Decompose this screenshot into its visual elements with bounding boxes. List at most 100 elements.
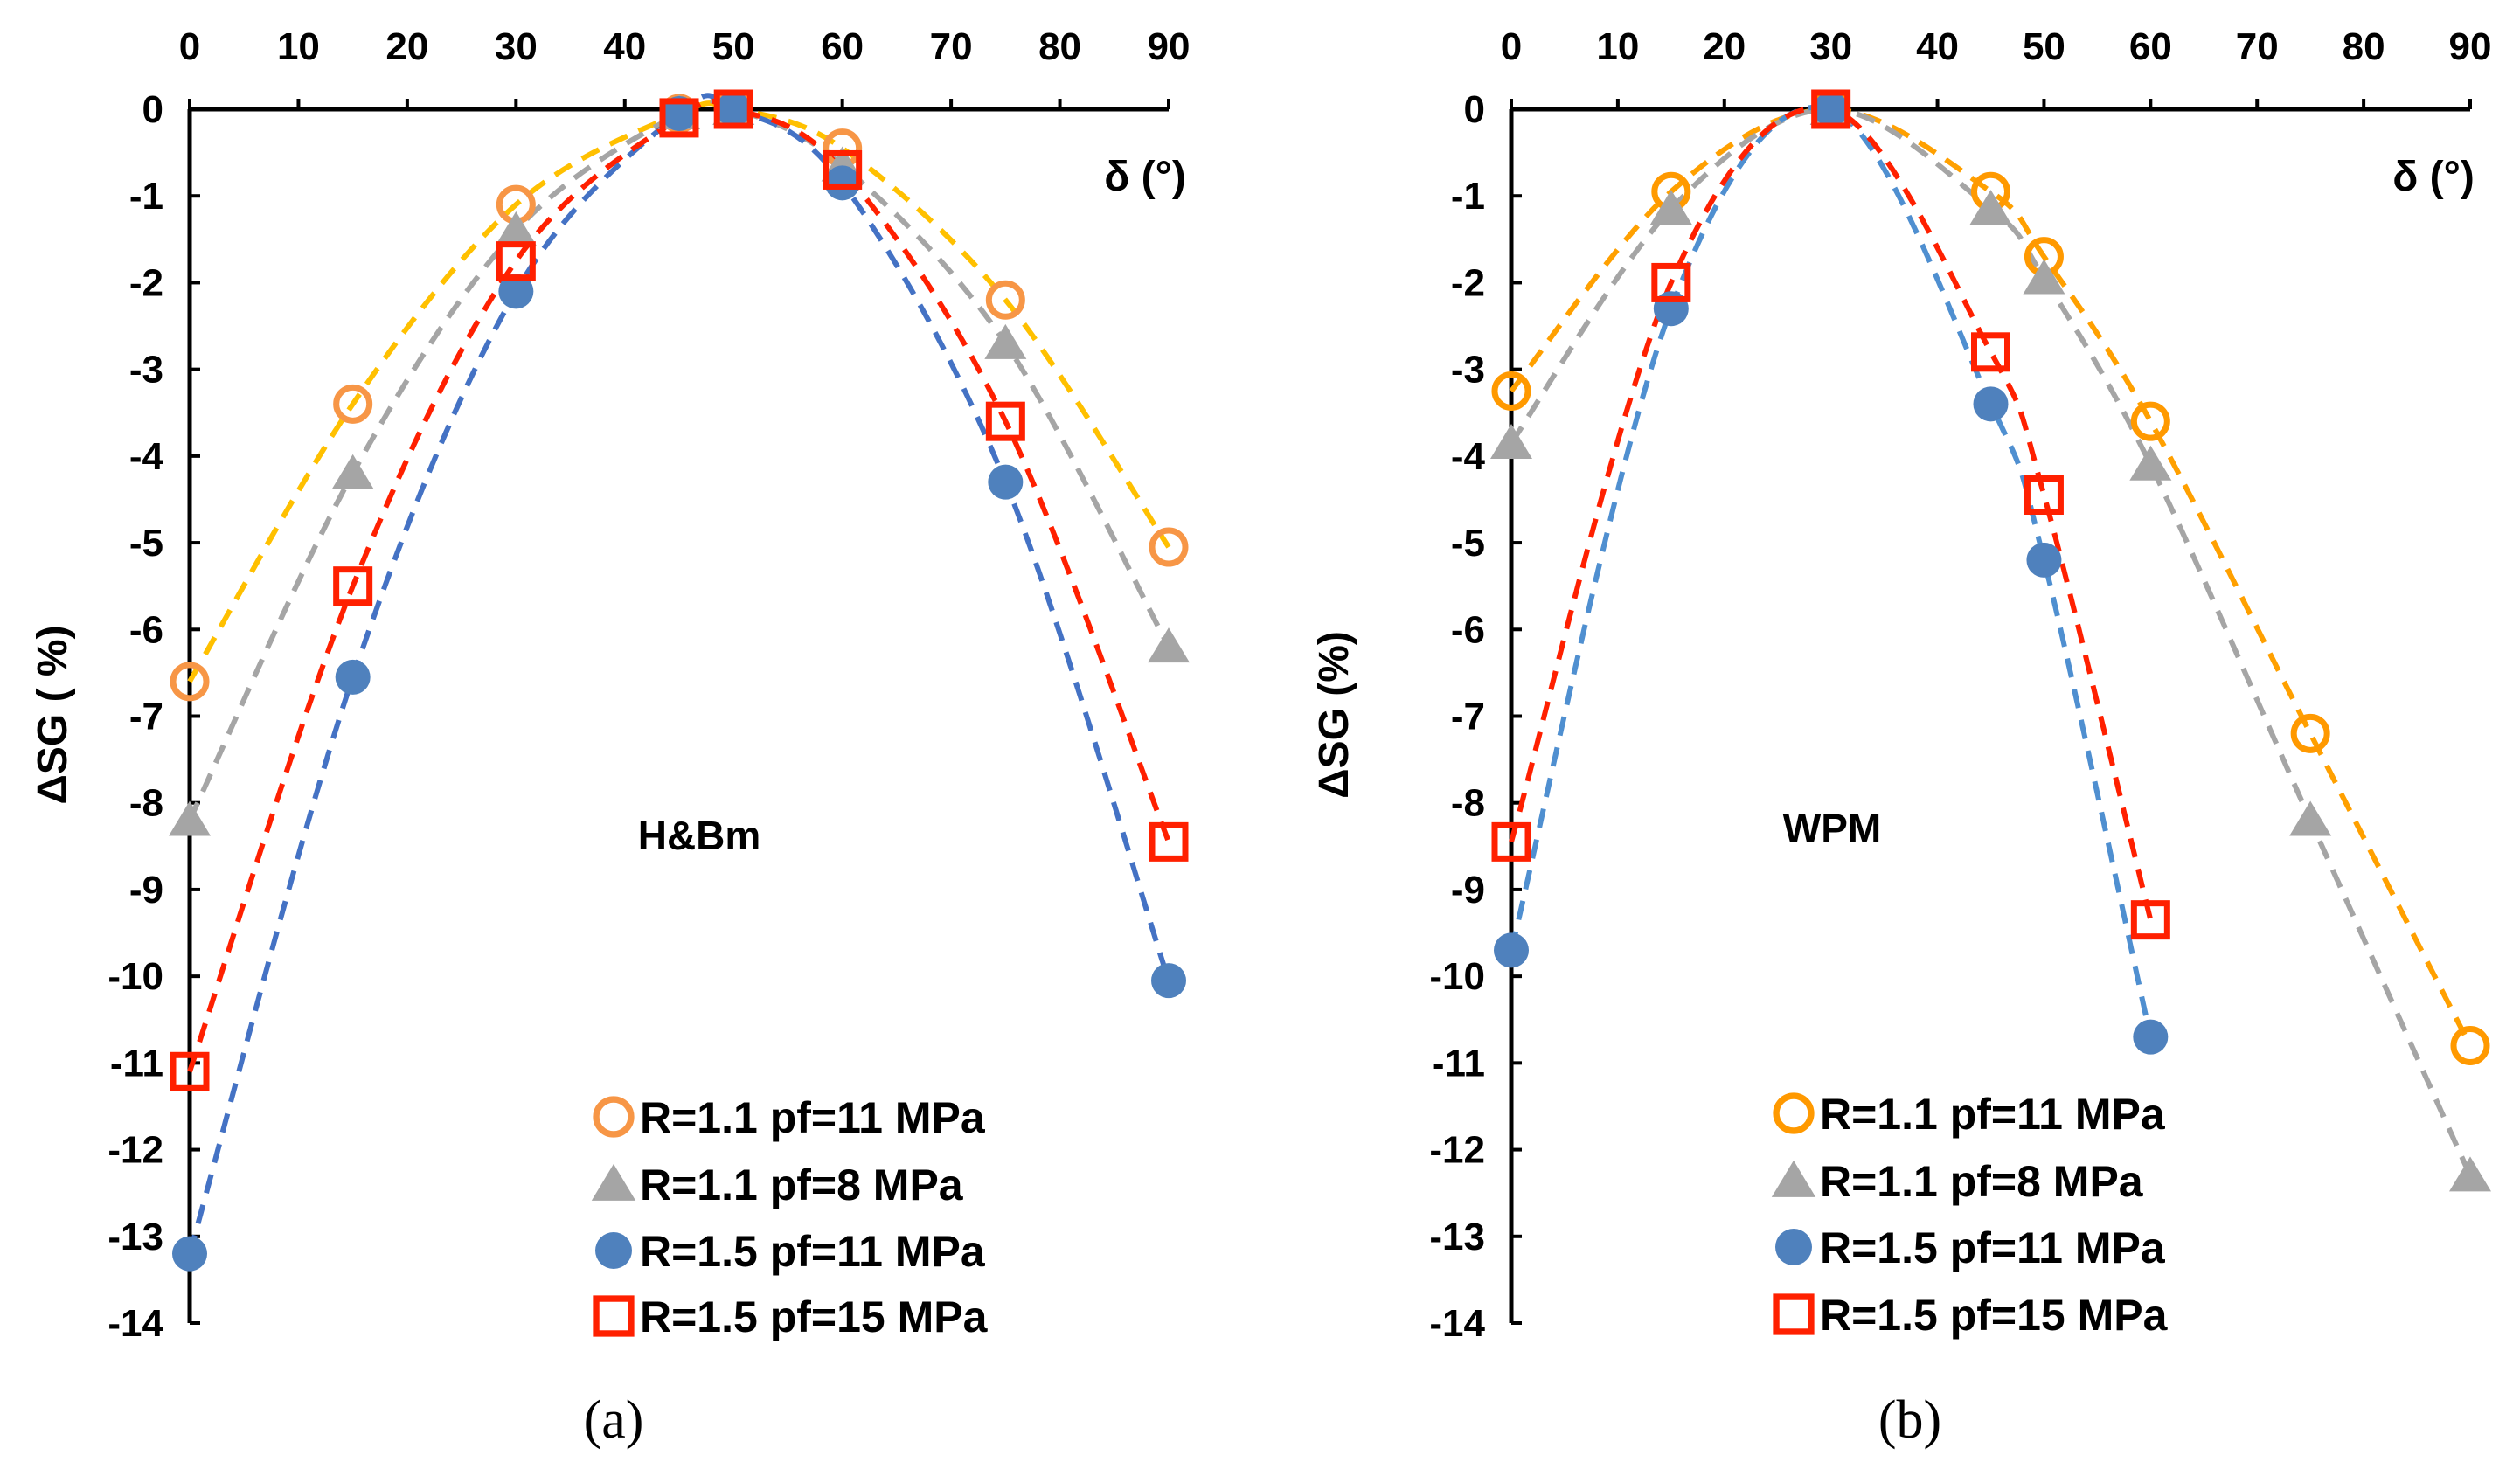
data-point-filled-circle [2133,1019,2169,1055]
data-point-open-square [1149,821,1189,862]
data-point-open-square [1971,332,2010,372]
data-point-open-square [1651,262,1691,302]
y-tick-label: -10 [1429,955,1485,998]
x-tick-label: 30 [495,25,538,68]
legend-label: R=1.1 pf=8 MPa [640,1161,964,1209]
data-point-open-circle [333,384,373,424]
y-tick-label: -4 [129,435,164,478]
legend-marker-open-circle [1773,1092,1815,1134]
y-tick-label: -10 [108,955,163,998]
chart-title: H&Bm [638,813,761,858]
x-tick-label: 60 [821,25,864,68]
x-tick-label: 60 [2129,25,2172,68]
x-tick-label: 20 [1703,25,1746,68]
legend-label: R=1.1 pf=8 MPa [1820,1157,2144,1206]
y-tick-label: -14 [108,1302,163,1345]
y-tick-label: -2 [1451,261,1485,304]
data-point-open-square [2024,475,2064,516]
legend: R=1.1 pf=11 MPa R=1.1 pf=8 MPa R=1.5 pf=11… [1771,1090,2169,1340]
x-tick-label: 90 [1148,25,1191,68]
x-tick-label: 70 [2236,25,2279,68]
legend-label: R=1.5 pf=11 MPa [640,1227,986,1276]
x-tick-label: 90 [2449,25,2492,68]
y-tick-label: -3 [1451,349,1485,392]
y-tick-label: -4 [1451,435,1486,478]
data-point-open-square [823,149,863,190]
legend-marker-open-circle [593,1096,635,1138]
data-point-filled-circle [172,1236,207,1272]
x-tick-label: 10 [1596,25,1639,68]
legend-marker-filled-circle [595,1232,632,1269]
x-tick-label: 70 [930,25,973,68]
trendline-open-circle [1509,106,2473,1047]
x-tick-label: 50 [2023,25,2065,68]
legend-marker-triangle [591,1163,636,1201]
y-tick-label: -2 [129,261,163,304]
x-tick-label: 20 [385,25,428,68]
x-tick-label: 80 [2343,25,2385,68]
data-point-triangle [1490,423,1532,459]
x-tick-label: 10 [277,25,320,68]
data-point-open-circle [1149,527,1189,567]
y-tick-label: -3 [129,349,163,392]
y-tick-label: 0 [1464,88,1485,131]
chart-title: WPM [1783,806,1881,851]
caption: (a) [584,1390,644,1450]
legend-label: R=1.1 pf=11 MPa [640,1093,986,1142]
legend-label: R=1.5 pf=11 MPa [1820,1223,2166,1272]
legend: R=1.1 pf=11 MPa R=1.1 pf=8 MPa R=1.5 pf=11… [591,1093,989,1341]
data-point-open-square [2130,900,2170,940]
y-tick-label: -14 [1429,1302,1485,1345]
y-tick-label: -11 [1432,1042,1485,1084]
data-point-filled-circle [1813,92,1849,127]
x-tick-label: 40 [603,25,646,68]
y-tick-label: -9 [129,869,163,911]
data-point-open-circle [2450,1026,2490,1066]
legend-marker-triangle [1771,1160,1816,1197]
data-point-open-circle [170,662,210,702]
data-point-open-square [1811,89,1851,129]
data-point-filled-circle [824,165,860,201]
data-point-open-circle [985,280,1025,320]
data-point-open-square [496,241,536,281]
y-tick-label: -8 [1451,782,1485,825]
x-tick-label: 0 [1501,25,1522,68]
trendline-filled-circle [1509,104,2154,1038]
legend-label: R=1.5 pf=15 MPa [1820,1291,2169,1340]
data-point-filled-circle [1151,963,1186,999]
caption: (b) [1878,1390,1941,1450]
x-axis-label: δ (°) [2392,154,2475,200]
x-tick-label: 30 [1809,25,1852,68]
y-tick-label: -5 [1451,522,1485,565]
data-point-open-circle [1491,371,1531,411]
data-point-filled-circle [335,659,371,695]
y-axis-label: ΔSG ( %) [30,625,76,804]
data-point-open-square [659,98,699,138]
legend-label: R=1.5 pf=15 MPa [640,1292,989,1341]
x-tick-label: 40 [1916,25,1959,68]
data-point-triangle [2449,1156,2491,1192]
data-point-triangle [1649,190,1692,225]
y-tick-label: -9 [1451,869,1485,911]
x-axis-label: δ (°) [1104,154,1186,200]
y-tick-label: -6 [1451,608,1485,651]
legend-marker-open-square [593,1295,635,1337]
data-point-filled-circle [498,274,534,309]
y-tick-label: -8 [129,782,163,825]
x-tick-label: 50 [712,25,755,68]
y-tick-label: -12 [1429,1129,1485,1172]
y-tick-label: -7 [129,696,163,738]
x-tick-label: 80 [1038,25,1081,68]
y-tick-label: -12 [108,1129,163,1172]
data-point-triangle [1969,190,2012,225]
data-point-open-square [170,1051,210,1091]
y-tick-label: -1 [129,175,163,218]
data-point-triangle [1148,627,1190,663]
trendline-triangle [187,98,1171,821]
data-point-filled-circle [662,95,697,131]
y-tick-label: -13 [1429,1216,1485,1258]
y-tick-label: -5 [129,522,163,565]
y-tick-label: 0 [142,88,163,131]
legend-marker-open-square [1773,1293,1815,1335]
